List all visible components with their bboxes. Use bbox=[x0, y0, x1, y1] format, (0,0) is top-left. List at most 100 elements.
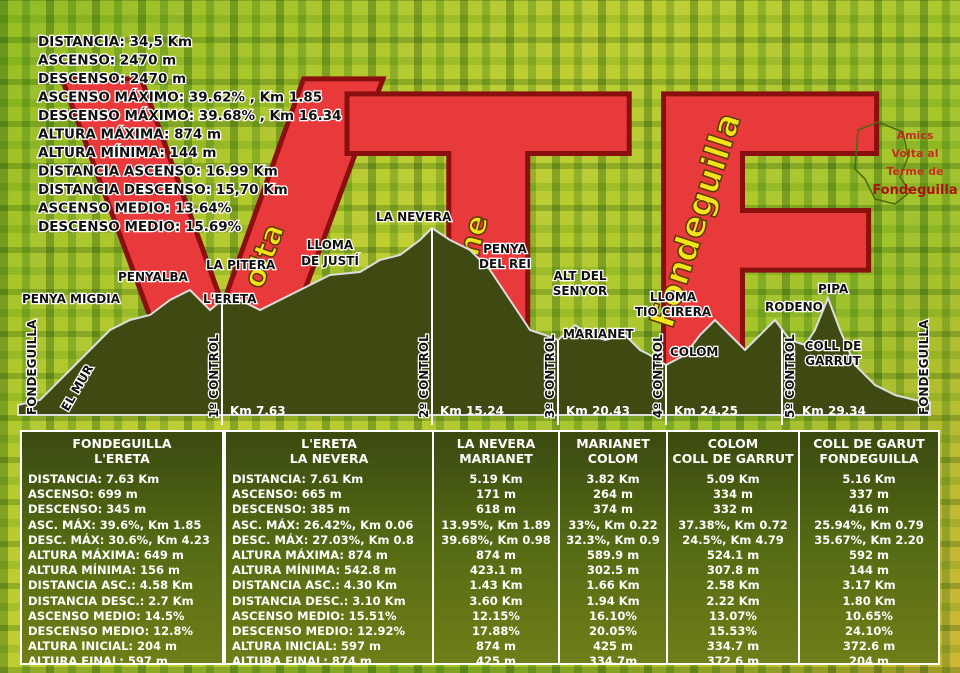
stage-row: 2.58 Km bbox=[706, 578, 760, 593]
stage-header: LA NEVERA MARIANET bbox=[436, 436, 556, 472]
place: SENYOR bbox=[553, 284, 608, 298]
summary-stat: ASCENSO: 2470 m bbox=[38, 53, 176, 69]
club-logo: Volta al bbox=[892, 147, 939, 160]
stage-row: 3.17 Km bbox=[842, 578, 896, 593]
stage-row: 524.1 m bbox=[706, 548, 760, 563]
summary-stat: DESCENSO MEDIO: 15.69% bbox=[38, 219, 242, 235]
stage-row: DISTANCIA DESC.: 2.7 Km bbox=[28, 593, 194, 608]
stage-row: 334.7 m bbox=[706, 639, 760, 654]
stage-row: DESCENSO MEDIO: 12.8% bbox=[28, 624, 194, 639]
stage-row: 425 m bbox=[476, 654, 516, 669]
stage-header: MARIANET COLOM bbox=[562, 436, 664, 472]
stage-row: DISTANCIA: 7.63 Km bbox=[28, 472, 160, 486]
stage-row: DISTANCIA: 7.61 Km bbox=[232, 472, 364, 486]
stage-row: 334 m bbox=[713, 487, 753, 502]
summary-stat: ASCENSO MEDIO: 13.64% bbox=[38, 201, 232, 217]
place: FONDEGUILLA bbox=[25, 319, 39, 415]
stage-header: FONDEGUILLA L'ERETA bbox=[28, 436, 216, 472]
control: 5º CONTROL bbox=[783, 334, 797, 418]
stage-row: ALTURA MÁXIMA: 874 m bbox=[232, 548, 388, 563]
control: 3º CONTROL bbox=[543, 334, 557, 418]
stage-header-line: COLL DE GARUT bbox=[813, 436, 925, 451]
control: 1º CONTROL bbox=[207, 334, 221, 418]
stage-row: 1.94 Km bbox=[586, 593, 640, 608]
elevation-profile bbox=[17, 226, 931, 416]
place: RODENO bbox=[765, 300, 823, 314]
stage-row: 5.16 Km bbox=[842, 472, 896, 486]
stage-row: ALTURA MÍNIMA: 542.8 m bbox=[232, 563, 397, 578]
summary-stat: DISTANCIA: 34,5 Km bbox=[38, 34, 192, 50]
stage-header: COLL DE GARUT FONDEGUILLA bbox=[802, 436, 936, 472]
stage-column: FONDEGUILLA L'ERETA DISTANCIA: 7.63 Km ASCE… bbox=[20, 430, 224, 668]
place: TIO CIRERA bbox=[635, 305, 712, 319]
summary-stat: ALTURA MÁXIMA: 874 m bbox=[38, 126, 221, 143]
logo-letter: F bbox=[625, 11, 912, 500]
stage-header-line: FONDEGUILLA bbox=[72, 436, 172, 451]
stage-row: DESC. MÁX: 30.6%, Km 4.23 bbox=[28, 532, 210, 547]
place: PENYA bbox=[483, 242, 528, 256]
km-label: Km 20.43 bbox=[566, 404, 630, 418]
stage-row: DISTANCIA ASC.: 4.30 Km bbox=[232, 578, 398, 593]
stage-row: 307.8 m bbox=[706, 563, 760, 578]
place: FONDEGUILLA bbox=[917, 319, 931, 415]
stage-row: DISTANCIA DESC.: 3.10 Km bbox=[232, 593, 406, 608]
stage-row: 3.60 Km bbox=[469, 593, 523, 608]
stage-row: 302.5 m bbox=[586, 563, 640, 578]
stage-row: ALTURA INICIAL: 204 m bbox=[28, 639, 177, 654]
summary-stat: ALTURA MÍNIMA: 144 m bbox=[38, 144, 217, 161]
stage-row: 25.94%, Km 0.79 bbox=[814, 517, 924, 532]
stage-header-line: LA NEVERA bbox=[289, 451, 369, 466]
stage-row: 874 m bbox=[476, 639, 516, 654]
stage-row: 3.82 Km bbox=[586, 472, 640, 486]
stage-column: COLL DE GARUT FONDEGUILLA 5.16 Km 337 m 416 … bbox=[798, 430, 940, 668]
stage-row: 1.80 Km bbox=[842, 593, 896, 608]
stage-header-line: LA NEVERA bbox=[456, 436, 536, 451]
logo-letter: T bbox=[345, 11, 634, 500]
stage-row: 204 m bbox=[849, 654, 889, 669]
stage-row: 618 m bbox=[476, 502, 516, 517]
map-outline bbox=[854, 121, 912, 205]
stage-row: 1.66 Km bbox=[586, 578, 640, 593]
summary-stat: DISTANCIA ASCENSO: 16.99 Km bbox=[38, 164, 278, 180]
stage-row: 589.9 m bbox=[586, 548, 640, 563]
stage-row: 20.05% bbox=[589, 624, 637, 639]
place: COLL DE bbox=[805, 339, 862, 353]
place: LA NEVERA bbox=[376, 210, 452, 224]
summary-stat: DISTANCIA DESCENSO: 15,70 Km bbox=[38, 182, 288, 198]
control: 2º CONTROL bbox=[417, 334, 431, 418]
place: GARRUT bbox=[805, 354, 861, 368]
summary-stat: ASCENSO MÁXIMO: 39.62% , Km 1.85 bbox=[38, 89, 322, 106]
stage-row: 416 m bbox=[849, 502, 889, 517]
place: PENYALBA bbox=[118, 270, 189, 284]
stage-row: 37.38%, Km 0.72 bbox=[678, 517, 788, 532]
place: LLOMA bbox=[650, 290, 697, 304]
stage-row: 5.19 Km bbox=[469, 472, 523, 486]
place: MARIANET bbox=[563, 327, 634, 341]
stage-row: ALTURA MÁXIMA: 649 m bbox=[28, 548, 184, 563]
stage-row: DESCENSO: 345 m bbox=[28, 502, 147, 517]
place: DE JUSTÍ bbox=[301, 253, 359, 268]
stage-header: COLOM COLL DE GARRUT bbox=[670, 436, 796, 472]
stage-row: 334.7m bbox=[588, 654, 638, 669]
stage-row: 171 m bbox=[476, 487, 516, 502]
stage-row: 874 m bbox=[476, 548, 516, 563]
place: PENYA MIGDIA bbox=[22, 292, 121, 306]
place: LA PITERA bbox=[206, 258, 276, 272]
stage-row: 1.43 Km bbox=[469, 578, 523, 593]
stage-row: 17.88% bbox=[472, 624, 520, 639]
stage-row: 425 m bbox=[593, 639, 633, 654]
stage-row: 32.3%, Km 0.9 bbox=[566, 532, 660, 547]
stage-row: 337 m bbox=[849, 487, 889, 502]
place: DEL REI bbox=[479, 257, 531, 271]
stage-header-line: COLL DE GARRUT bbox=[672, 451, 794, 466]
stage-column: MARIANET COLOM 3.82 Km 264 m 374 m 33%, Km 0.… bbox=[558, 430, 668, 668]
summary-stat: DESCENSO: 2470 m bbox=[38, 71, 186, 87]
stage-row: 16.10% bbox=[589, 608, 637, 623]
km-label: Km 15.24 bbox=[440, 404, 504, 418]
stage-row: 33%, Km 0.22 bbox=[568, 517, 658, 532]
stage-row: 374 m bbox=[593, 502, 633, 517]
stage-row: 592 m bbox=[849, 548, 889, 563]
stage-row: 12.15% bbox=[472, 608, 520, 623]
stage-row: 264 m bbox=[593, 487, 633, 502]
